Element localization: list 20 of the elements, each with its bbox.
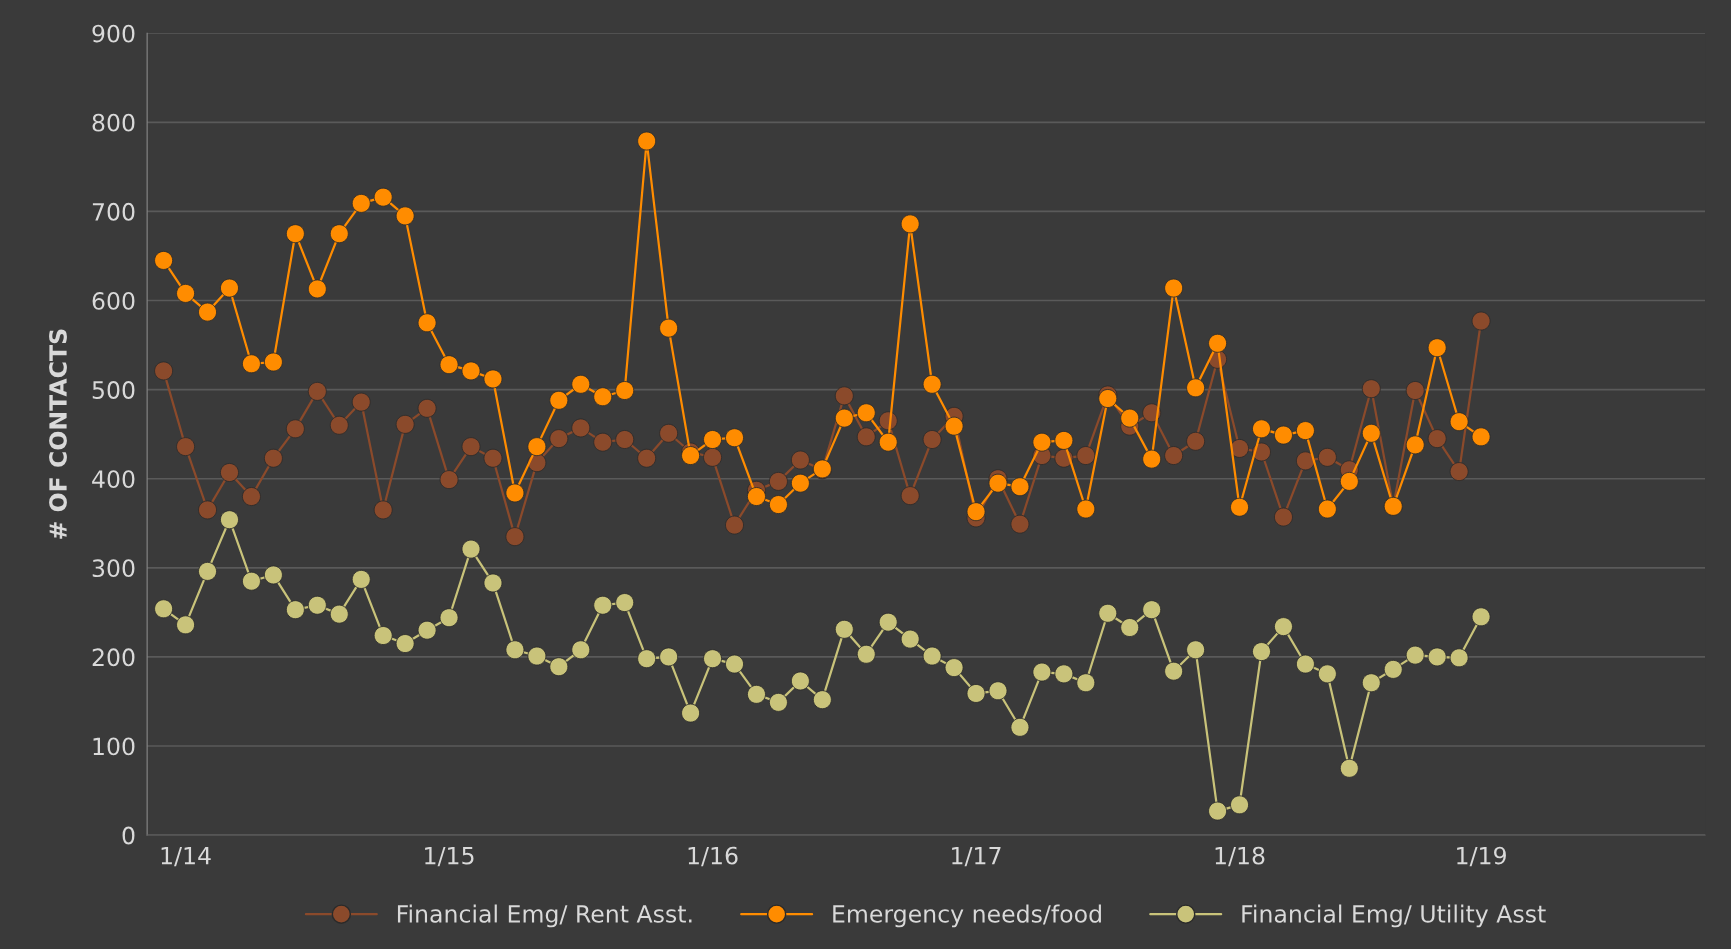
x-tick-label: 1/15 xyxy=(425,846,474,867)
y-tick-label: 600 xyxy=(92,291,135,310)
y-tick-label: 800 xyxy=(92,113,135,132)
y-tick-label: 500 xyxy=(92,381,135,399)
legend-label: Financial Emg/ Rent Asst. xyxy=(397,904,692,928)
legend-label: Financial Emg/ Utility Asst xyxy=(1242,904,1546,928)
x-tick-label: 1/17 xyxy=(952,846,1001,867)
x-tick-label: 1/14 xyxy=(161,846,211,867)
y-tick-label: 300 xyxy=(92,559,135,578)
y-tick-label: 100 xyxy=(93,737,135,756)
x-tick-label: 1/19 xyxy=(1457,846,1506,867)
x-tick-label: 1/18 xyxy=(1215,846,1265,867)
x-tick-label: 1/16 xyxy=(688,846,738,867)
y-tick-label: 200 xyxy=(92,648,135,667)
legend-label: Emergency needs/food xyxy=(833,904,1101,928)
y-axis-title: # OF CONTACTS xyxy=(49,329,67,539)
y-tick-label: 0 xyxy=(122,826,135,845)
y-tick-label: 900 xyxy=(92,24,135,43)
y-tick-label: 700 xyxy=(92,202,135,221)
y-tick-label: 400 xyxy=(92,470,135,489)
